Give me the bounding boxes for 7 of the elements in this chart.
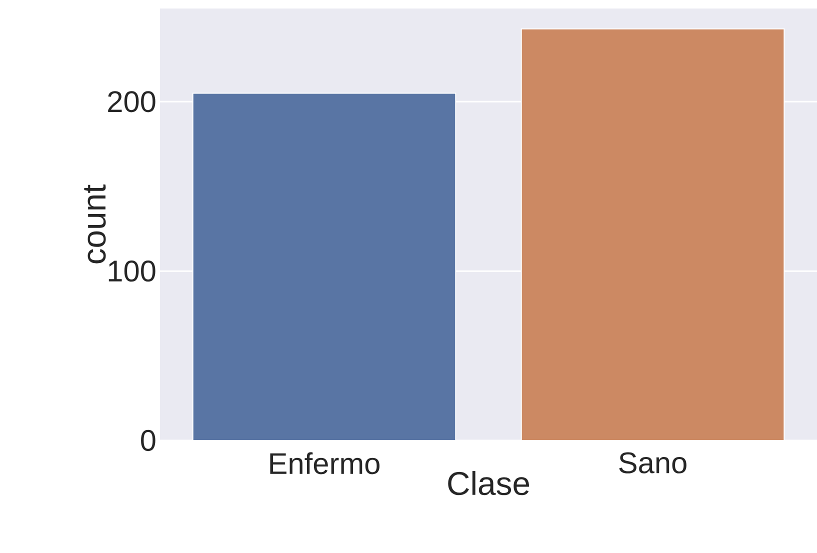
x-tick-label: Sano [619, 452, 686, 474]
y-tick-label: 200 [108, 91, 156, 112]
x-tick-label: Enfermo [270, 452, 380, 474]
x-axis-title: Clase [448, 471, 530, 496]
y-axis-title: count [84, 184, 106, 264]
y-tick-label: 0 [141, 430, 156, 452]
y-tick-label: 100 [108, 260, 156, 282]
